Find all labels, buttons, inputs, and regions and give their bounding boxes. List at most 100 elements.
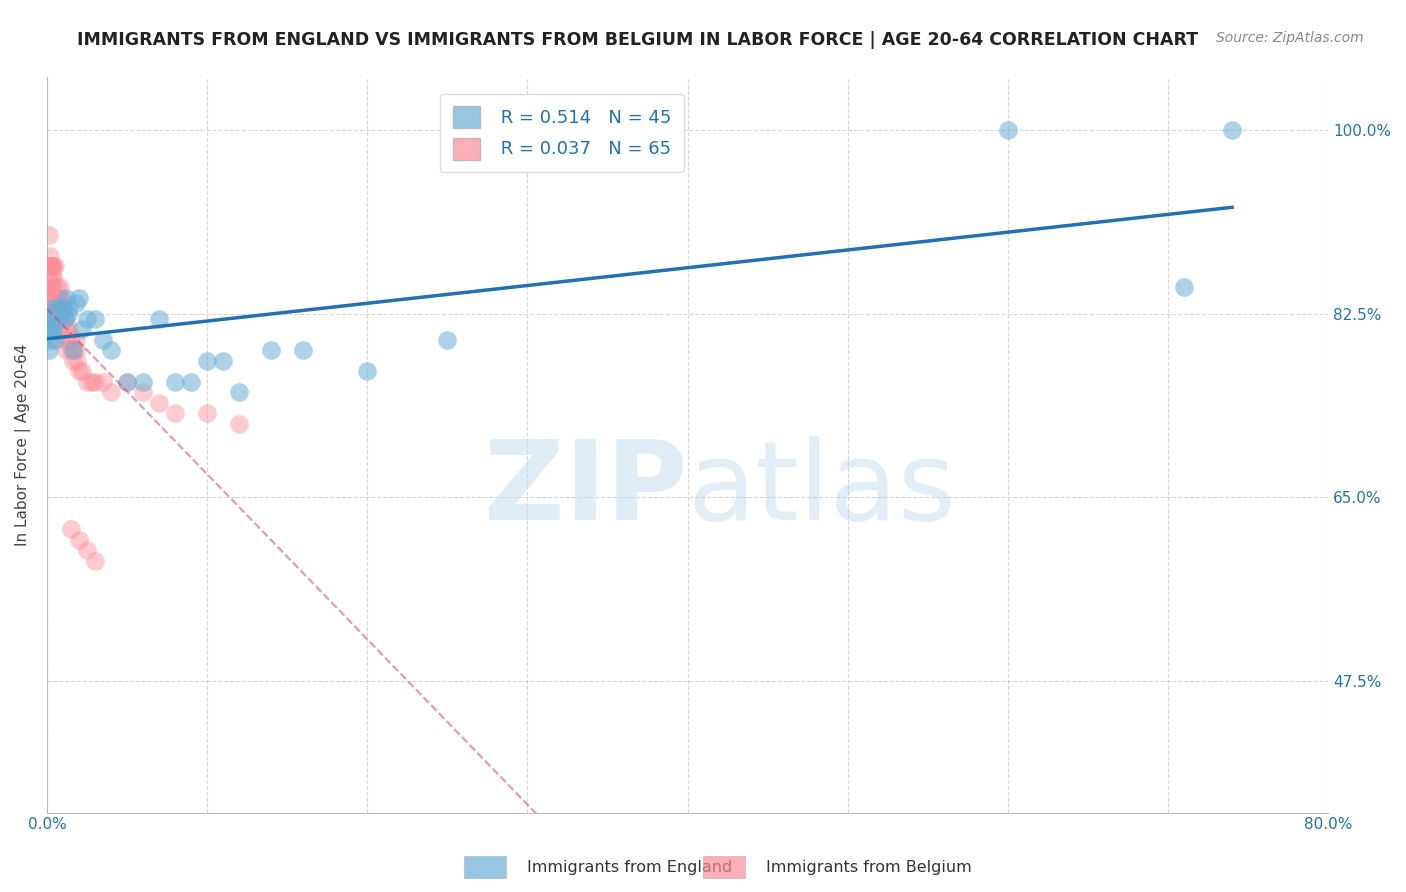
- Point: [45, 280, 67, 294]
- Point: [55, 291, 77, 305]
- Point: [42, 307, 65, 321]
- Point: [44, 322, 66, 336]
- Point: [132, 385, 155, 400]
- Point: [80, 375, 103, 389]
- Point: [84, 312, 107, 326]
- Point: [38, 322, 60, 336]
- Point: [997, 123, 1019, 137]
- Point: [165, 407, 187, 421]
- Point: [38, 227, 60, 242]
- Point: [62, 343, 84, 358]
- Point: [228, 417, 250, 431]
- Point: [55, 343, 77, 358]
- Point: [67, 364, 90, 378]
- Point: [46, 291, 69, 305]
- Point: [45, 291, 67, 305]
- Point: [46, 312, 69, 326]
- Point: [41, 322, 63, 336]
- Point: [115, 375, 138, 389]
- Point: [76, 312, 98, 326]
- Point: [62, 354, 84, 368]
- Point: [51, 291, 73, 305]
- Point: [59, 522, 82, 536]
- Point: [58, 322, 80, 336]
- Point: [45, 301, 67, 316]
- Point: [58, 301, 80, 316]
- Point: [45, 301, 67, 316]
- Point: [49, 301, 72, 316]
- Text: ZIP: ZIP: [484, 435, 688, 542]
- Text: IMMIGRANTS FROM ENGLAND VS IMMIGRANTS FROM BELGIUM IN LABOR FORCE | AGE 20-64 CO: IMMIGRANTS FROM ENGLAND VS IMMIGRANTS FR…: [77, 31, 1198, 49]
- Point: [59, 333, 82, 347]
- Point: [39, 333, 62, 347]
- Point: [148, 396, 170, 410]
- Point: [65, 333, 87, 347]
- Point: [49, 280, 72, 294]
- Point: [70, 322, 93, 336]
- Point: [42, 301, 65, 316]
- Point: [212, 354, 235, 368]
- Point: [45, 312, 67, 326]
- Point: [52, 301, 75, 316]
- Point: [56, 333, 79, 347]
- Point: [91, 333, 114, 347]
- Point: [49, 301, 72, 316]
- Point: [39, 249, 62, 263]
- Point: [67, 291, 90, 305]
- Point: [115, 375, 138, 389]
- Point: [38, 291, 60, 305]
- Point: [84, 553, 107, 567]
- Point: [42, 270, 65, 285]
- Point: [292, 343, 315, 358]
- Point: [51, 307, 73, 321]
- Point: [38, 260, 60, 274]
- Point: [41, 312, 63, 326]
- Point: [49, 312, 72, 326]
- Point: [53, 333, 76, 347]
- Point: [39, 301, 62, 316]
- Point: [67, 533, 90, 547]
- Point: [1173, 280, 1195, 294]
- Point: [180, 375, 202, 389]
- Point: [52, 322, 75, 336]
- Point: [84, 375, 107, 389]
- Point: [41, 291, 63, 305]
- Point: [42, 312, 65, 326]
- Point: [42, 322, 65, 336]
- Point: [436, 333, 458, 347]
- Point: [42, 260, 65, 274]
- Point: [100, 343, 122, 358]
- Point: [1220, 123, 1243, 137]
- Point: [65, 296, 87, 310]
- Point: [356, 364, 378, 378]
- Point: [70, 364, 93, 378]
- Point: [195, 407, 218, 421]
- Point: [39, 260, 62, 274]
- Point: [165, 375, 187, 389]
- Text: Immigrants from England: Immigrants from England: [527, 860, 733, 874]
- Point: [91, 375, 114, 389]
- Point: [44, 312, 66, 326]
- Point: [42, 280, 65, 294]
- Point: [63, 343, 86, 358]
- Point: [76, 375, 98, 389]
- Legend:  R = 0.514   N = 45,  R = 0.037   N = 65: R = 0.514 N = 45, R = 0.037 N = 65: [440, 94, 683, 172]
- Point: [39, 270, 62, 285]
- Point: [59, 343, 82, 358]
- Point: [260, 343, 283, 358]
- Point: [195, 354, 218, 368]
- Point: [41, 270, 63, 285]
- Point: [65, 343, 87, 358]
- Point: [46, 312, 69, 326]
- Point: [46, 301, 69, 316]
- Point: [148, 312, 170, 326]
- Point: [44, 260, 66, 274]
- Point: [51, 301, 73, 316]
- Point: [56, 307, 79, 321]
- Point: [49, 291, 72, 305]
- Point: [100, 385, 122, 400]
- Point: [44, 333, 66, 347]
- Point: [38, 312, 60, 326]
- Point: [41, 260, 63, 274]
- Text: Immigrants from Belgium: Immigrants from Belgium: [766, 860, 972, 874]
